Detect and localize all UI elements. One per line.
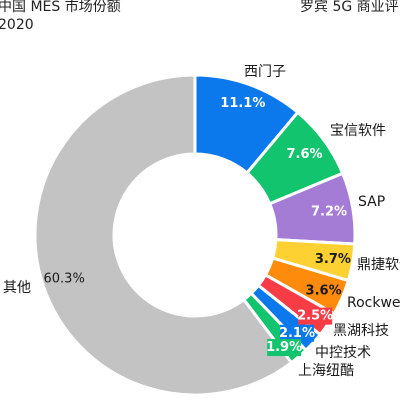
value-label-slice-8: 1.9%: [266, 340, 302, 355]
value-label-slice-1: 11.1%: [220, 96, 265, 111]
value-label-slice-9: 60.3%: [44, 271, 85, 286]
value-label-rockwell: 3.6%: [306, 283, 342, 298]
value-label-sap: 7.2%: [311, 205, 347, 220]
value-label-slice-6: 2.5%: [297, 309, 333, 324]
value-label-slice-2: 7.6%: [286, 147, 322, 162]
category-label-slice-7: 中控技术: [315, 345, 371, 361]
value-label-bg: [279, 324, 314, 342]
chart-title: 中国 MES 市场份额: [0, 0, 121, 15]
category-label-slice-1: 西门子: [244, 64, 286, 80]
category-label-slice-4: 鼎捷软件: [357, 257, 400, 273]
value-label-slice-4: 3.7%: [315, 252, 351, 267]
category-label-slice-6: 黑湖科技: [333, 323, 389, 339]
value-label-slice-7: 2.1%: [279, 326, 315, 341]
chart-source: 罗宾 5G 商业评: [300, 0, 399, 15]
value-label-bg: [298, 307, 333, 325]
category-label-sap: SAP: [358, 194, 385, 210]
slice-slice-9: [33, 73, 294, 397]
value-label-bg: [267, 339, 302, 357]
category-label-rockwell: Rockwell: [347, 295, 400, 311]
category-label-slice-8: 上海纽酷: [298, 363, 354, 379]
category-label-slice-9: 其他: [3, 280, 31, 296]
category-label-slice-2: 宝信软件: [330, 123, 386, 139]
chart-year: 2020: [0, 17, 34, 33]
